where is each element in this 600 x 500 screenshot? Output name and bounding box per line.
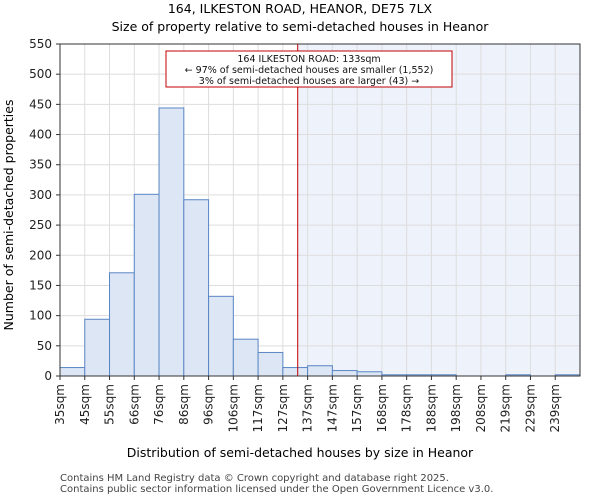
x-tick-label: 239sqm <box>548 384 562 432</box>
x-tick-label: 86sqm <box>177 384 191 425</box>
annotation-line-3: 3% of semi-detached houses are larger (4… <box>199 76 419 87</box>
x-tick-label: 219sqm <box>499 384 513 432</box>
x-axis-ticks: 35sqm 45sqm 55sqm 66sqm 76sqm 86sqm 96sqm 106sq… <box>53 376 562 432</box>
y-tick-label: 300 <box>29 188 52 202</box>
bar-76sqm <box>158 107 185 377</box>
annotation-line-2: ← 97% of semi-detached houses are smalle… <box>185 65 434 76</box>
x-tick-label: 66sqm <box>127 384 141 425</box>
x-tick-label: 198sqm <box>449 384 463 432</box>
x-tick-label: 157sqm <box>350 384 364 432</box>
x-tick-label: 76sqm <box>152 384 166 425</box>
y-tick-label: 0 <box>44 369 52 383</box>
y-axis-ticks: 0 50 100 150 200 250 300 350 400 450 500 550 <box>29 37 60 383</box>
x-tick-label: 137sqm <box>301 384 315 432</box>
y-tick-label: 50 <box>37 339 52 353</box>
bars <box>59 107 581 377</box>
y-tick-label: 500 <box>29 67 52 81</box>
x-tick-label: 147sqm <box>325 384 339 432</box>
y-tick-label: 450 <box>29 97 52 111</box>
y-tick-label: 200 <box>29 248 52 262</box>
y-tick-label: 100 <box>29 309 52 323</box>
x-tick-label: 55sqm <box>103 384 117 425</box>
footer-line-1: Contains HM Land Registry data © Crown c… <box>60 473 449 484</box>
x-tick-label: 35sqm <box>53 384 67 425</box>
x-tick-label: 168sqm <box>375 384 389 432</box>
annotation-box <box>165 50 453 88</box>
x-tick-label: 117sqm <box>251 384 265 432</box>
highlight-region <box>297 44 580 376</box>
bar-96sqm <box>208 295 234 377</box>
x-tick-label: 229sqm <box>523 384 537 432</box>
bar-157sqm <box>356 371 383 377</box>
footer-line-2: Contains public sector information licen… <box>60 484 494 495</box>
chart-title: 164, ILKESTON ROAD, HEANOR, DE75 7LX <box>168 1 433 16</box>
y-tick-label: 250 <box>29 218 52 232</box>
y-tick-label: 150 <box>29 278 52 292</box>
bar-55sqm <box>109 272 135 377</box>
y-tick-label: 550 <box>29 37 52 51</box>
x-tick-label: 45sqm <box>78 384 92 425</box>
bar-66sqm <box>133 193 160 377</box>
bar-147sqm <box>331 370 358 377</box>
y-tick-label: 350 <box>29 158 52 172</box>
x-tick-label: 188sqm <box>424 384 438 432</box>
chart-subtitle: Size of property relative to semi-detach… <box>112 19 490 34</box>
x-tick-label: 178sqm <box>400 384 414 432</box>
bar-45sqm <box>84 318 111 377</box>
x-axis-label: Distribution of semi-detached houses by … <box>127 445 474 460</box>
x-tick-label: 96sqm <box>202 384 216 425</box>
bar-127sqm <box>282 367 309 377</box>
x-tick-label: 127sqm <box>276 384 290 432</box>
y-tick-label: 400 <box>29 128 52 142</box>
bar-35sqm <box>59 367 86 377</box>
bar-106sqm <box>232 338 259 377</box>
annotation-line-1: 164 ILKESTON ROAD: 133sqm <box>237 54 380 65</box>
marker-annotation: 164 ILKESTON ROAD: 133sqm ← 97% of semi-… <box>165 50 453 88</box>
x-tick-label: 106sqm <box>226 384 240 432</box>
plot-frame <box>59 43 581 377</box>
bar-86sqm <box>183 199 210 377</box>
bar-137sqm <box>307 365 333 377</box>
bar-117sqm <box>257 351 284 377</box>
y-axis-label: Number of semi-detached properties <box>1 100 16 331</box>
x-tick-label: 208sqm <box>474 384 488 432</box>
